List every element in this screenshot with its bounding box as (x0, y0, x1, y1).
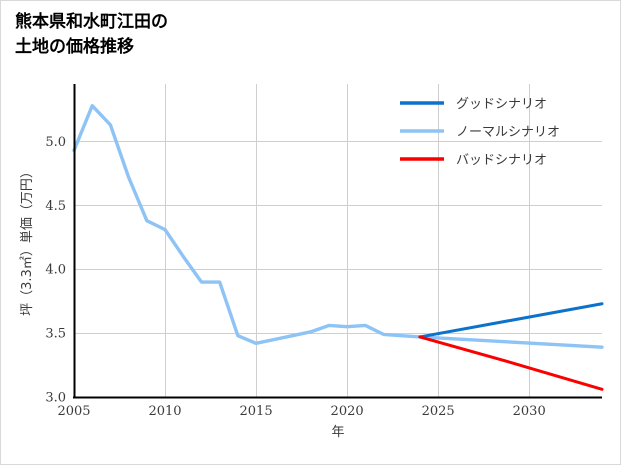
legend-label-bad: バッドシナリオ (456, 153, 547, 168)
page-title: 熊本県和水町江田の 土地の価格推移 (15, 12, 168, 56)
y-tick-label: 4.0 (45, 263, 66, 278)
axis-spines (73, 84, 602, 399)
legend-label-normal: ノーマルシナリオ (456, 125, 560, 140)
x-tick-label: 2030 (513, 404, 546, 419)
y-tick-label: 3.5 (45, 327, 66, 342)
x-tick-label: 2020 (331, 404, 364, 419)
y-tick-label: 4.5 (45, 199, 66, 214)
x-tick-label: 2005 (57, 404, 90, 419)
x-tick-label: 2025 (422, 404, 455, 419)
x-tick-label: 2015 (240, 404, 273, 419)
series-line-good (418, 302, 604, 339)
series-line-bad (418, 335, 604, 391)
series-line-normal (72, 104, 604, 349)
x-tick-label: 2010 (148, 404, 181, 419)
y-tick-label: 5.0 (45, 135, 66, 150)
legend-label-good: グッドシナリオ (456, 97, 547, 112)
y-axis-title: 坪（3.3㎡）単価（万円） (19, 165, 35, 316)
axis-titles: 年 坪（3.3㎡）単価（万円） (19, 165, 345, 440)
series-group (72, 104, 604, 391)
y-axis-ticks: 3.0 3.5 4.0 4.5 5.0 (45, 135, 66, 406)
x-axis-title: 年 (331, 425, 344, 440)
x-axis-ticks: 2005 2010 2015 2020 2025 2030 (57, 404, 545, 419)
y-tick-label: 3.0 (45, 391, 66, 406)
